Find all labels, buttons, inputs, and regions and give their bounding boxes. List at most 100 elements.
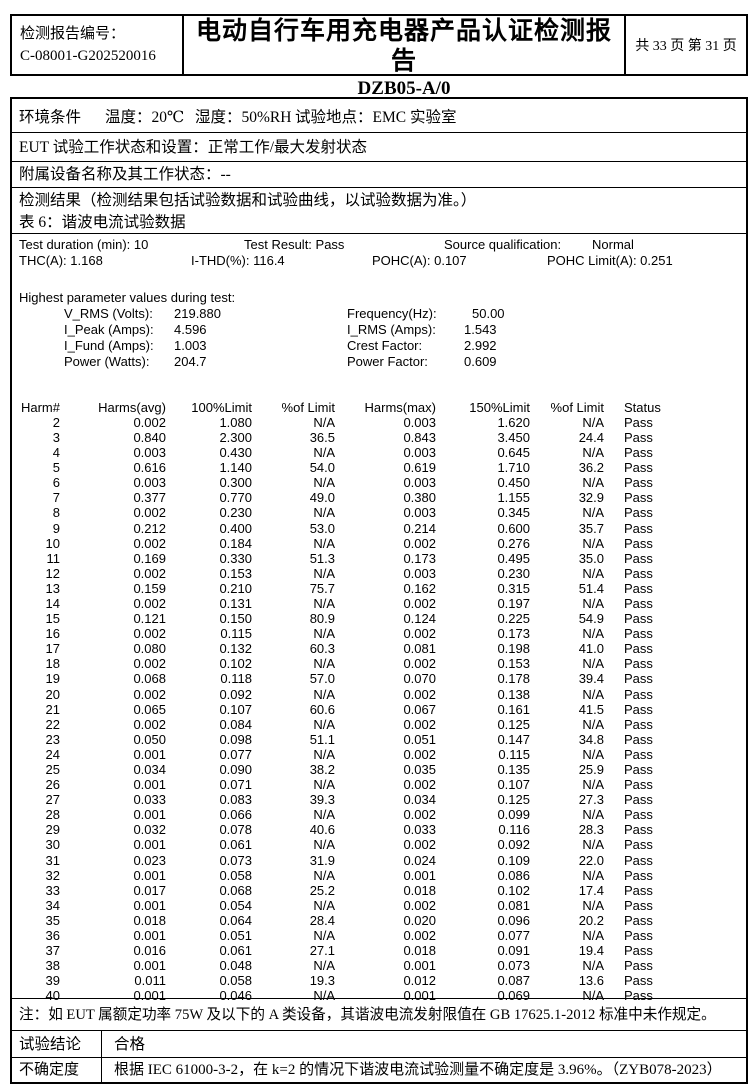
harmonics-cell: 26	[45, 777, 60, 793]
harmonics-cell: 75.7	[309, 580, 335, 596]
harmonics-row: 14 0.002 0.131 N/A 0.002 0.197 N/A Pass	[12, 596, 744, 611]
harmonics-cell: N/A	[313, 777, 335, 793]
harmonics-cell: N/A	[582, 505, 604, 521]
harmonics-row: 32 0.001 0.058 N/A 0.001 0.086 N/A Pass	[12, 868, 744, 883]
harmonics-cell: N/A	[582, 656, 604, 672]
harmonics-row: 13 0.159 0.210 75.7 0.162 0.315 51.4 Pass	[12, 581, 744, 596]
harmonics-cell: 0.077	[497, 928, 530, 944]
harmonics-cell: 24.4	[578, 429, 604, 445]
harmonics-cell: 19	[45, 671, 60, 687]
harmonics-cell: 21	[45, 701, 60, 717]
harmonics-cell: 40.6	[309, 822, 335, 838]
harmonics-cell: 1.620	[497, 414, 530, 430]
harmonics-cell: N/A	[582, 928, 604, 944]
harmonics-cell: N/A	[313, 716, 335, 732]
harmonics-cell: 60.3	[309, 641, 335, 657]
harmonics-cell: Pass	[624, 867, 653, 883]
harmonics-cell: 0.096	[497, 912, 530, 928]
param-value: 219.880	[174, 305, 221, 321]
harmonics-cell: Pass	[624, 565, 653, 581]
uncertainty-row: 不确定度 根据 IEC 61000-3-2，在 k=2 的情况下谐波电流试验测量…	[12, 1058, 746, 1082]
test-result: Test Result: Pass	[244, 236, 345, 252]
ithd-value: I-THD(%): 116.4	[191, 252, 285, 268]
harmonics-cell: 0.115	[498, 746, 530, 762]
harmonics-cell: 25.2	[309, 882, 335, 898]
harmonics-cell: 0.001	[403, 867, 436, 883]
harmonics-cell: 36	[45, 928, 60, 944]
harmonics-cell: 0.001	[133, 837, 166, 853]
harmonics-cell: Pass	[624, 837, 653, 853]
harmonics-cell: 10	[45, 535, 60, 551]
conclusion-label: 试验结论	[12, 1031, 102, 1057]
harmonics-cell: 0.003	[403, 445, 436, 461]
harmonics-cell: 1.155	[497, 490, 530, 506]
harmonics-cell: 0.121	[133, 611, 166, 627]
harmonics-cell: 0.051	[219, 928, 252, 944]
harmonics-cell: 41.0	[578, 641, 604, 657]
harmonics-cell: 12	[45, 565, 60, 581]
harmonics-cell: 0.001	[403, 958, 436, 974]
harmonics-cell: 2.300	[219, 429, 252, 445]
param-value: 4.596	[174, 321, 207, 337]
harmonics-cell: 0.058	[219, 973, 252, 989]
harmonics-cell: 0.153	[497, 656, 530, 672]
harmonics-cell: 0.050	[133, 731, 166, 747]
harmonics-cell: Pass	[624, 716, 653, 732]
harmonics-cell: N/A	[582, 897, 604, 913]
harmonics-cell: 3.450	[497, 429, 530, 445]
result-note-row: 检测结果（检测结果包括试验数据和试验曲线，以试验数据为准。） 表 6：谐波电流试…	[12, 188, 746, 234]
harmonics-cell: N/A	[313, 656, 335, 672]
param-label: V_RMS (Volts):	[64, 305, 153, 321]
param-value: 204.7	[174, 353, 207, 369]
harmonics-cell: 0.002	[133, 565, 166, 581]
harmonics-cell: 0.012	[403, 973, 436, 989]
harmonics-cell: 40	[45, 988, 60, 1004]
harmonics-cell: 0.002	[133, 414, 166, 430]
main-table: 环境条件 温度：20℃ 湿度：50%RH 试验地点：EMC 实验室 EUT 试验…	[10, 97, 748, 1084]
column-header: Harms(avg)	[98, 399, 166, 415]
param-value: 50.00	[472, 305, 505, 321]
harmonics-cell: 34.8	[578, 731, 604, 747]
param-label: I_RMS (Amps):	[347, 321, 436, 337]
harmonics-cell: 25	[45, 762, 60, 777]
harmonics-cell: N/A	[313, 414, 335, 430]
harmonics-cell: Pass	[624, 641, 653, 657]
param-value: 0.609	[464, 353, 497, 369]
column-header: Harms(max)	[364, 399, 437, 415]
harmonics-cell: 1.140	[219, 460, 252, 476]
harmonics-cell: 0.001	[133, 807, 166, 823]
harmonics-cell: 1.710	[497, 460, 530, 476]
harmonics-cell: 27.1	[309, 943, 335, 959]
harmonics-cell: 0.840	[133, 429, 166, 445]
harmonics-cell: 30	[45, 837, 60, 853]
harmonics-cell: 0.064	[219, 912, 252, 928]
harmonics-cell: 0.017	[133, 882, 166, 898]
harmonics-cell: 7	[52, 490, 60, 506]
harmonics-row: 35 0.018 0.064 28.4 0.020 0.096 20.2 Pass	[12, 913, 744, 928]
harmonics-cell: N/A	[313, 505, 335, 521]
harmonics-cell: Pass	[624, 520, 653, 536]
harmonics-cell: 53.0	[309, 520, 335, 536]
harmonics-cell: Pass	[624, 460, 653, 476]
harmonics-cell: Pass	[624, 701, 653, 717]
harmonics-cell: N/A	[313, 928, 335, 944]
harmonics-cell: 0.150	[219, 611, 252, 627]
harmonics-cell: 0.002	[133, 505, 166, 521]
humidity-value: 湿度：50%RH	[195, 109, 292, 126]
harmonics-cell: 0.035	[403, 762, 436, 777]
harmonics-cell: 0.645	[497, 445, 530, 461]
harmonics-cell: 0.116	[498, 822, 530, 838]
harmonics-cell: 0.173	[403, 550, 436, 566]
result-note-text: 检测结果（检测结果包括试验数据和试验曲线，以试验数据为准。）	[19, 191, 477, 209]
harmonics-cell: 0.024	[403, 852, 436, 868]
harmonics-cell: 0.225	[497, 611, 530, 627]
harmonics-cell: 0.002	[133, 595, 166, 611]
harmonics-cell: N/A	[582, 475, 604, 491]
harmonics-cell: 36.2	[578, 460, 604, 476]
harmonics-cell: Pass	[624, 731, 653, 747]
harmonics-cell: N/A	[582, 958, 604, 974]
harmonics-row: 39 0.011 0.058 19.3 0.012 0.087 13.6 Pass	[12, 973, 744, 988]
temperature-value: 温度：20℃	[105, 109, 185, 126]
harmonics-cell: N/A	[582, 867, 604, 883]
harmonics-cell: N/A	[313, 988, 335, 1004]
